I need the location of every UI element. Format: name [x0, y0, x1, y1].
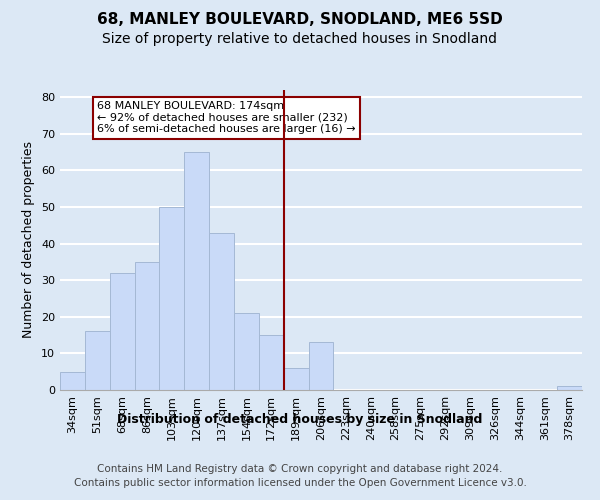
Bar [557, 386, 582, 390]
Bar [160, 207, 184, 390]
Bar [184, 152, 209, 390]
Text: Distribution of detached houses by size in Snodland: Distribution of detached houses by size … [118, 412, 482, 426]
Bar [308, 342, 334, 390]
Bar [234, 313, 259, 390]
Bar [209, 232, 234, 390]
Bar [259, 335, 284, 390]
Bar [284, 368, 308, 390]
Text: Size of property relative to detached houses in Snodland: Size of property relative to detached ho… [103, 32, 497, 46]
Text: 68, MANLEY BOULEVARD, SNODLAND, ME6 5SD: 68, MANLEY BOULEVARD, SNODLAND, ME6 5SD [97, 12, 503, 28]
Bar [60, 372, 85, 390]
Bar [110, 273, 134, 390]
Y-axis label: Number of detached properties: Number of detached properties [22, 142, 35, 338]
Text: 68 MANLEY BOULEVARD: 174sqm
← 92% of detached houses are smaller (232)
6% of sem: 68 MANLEY BOULEVARD: 174sqm ← 92% of det… [97, 101, 356, 134]
Text: Contains HM Land Registry data © Crown copyright and database right 2024.
Contai: Contains HM Land Registry data © Crown c… [74, 464, 526, 487]
Bar [85, 332, 110, 390]
Bar [134, 262, 160, 390]
